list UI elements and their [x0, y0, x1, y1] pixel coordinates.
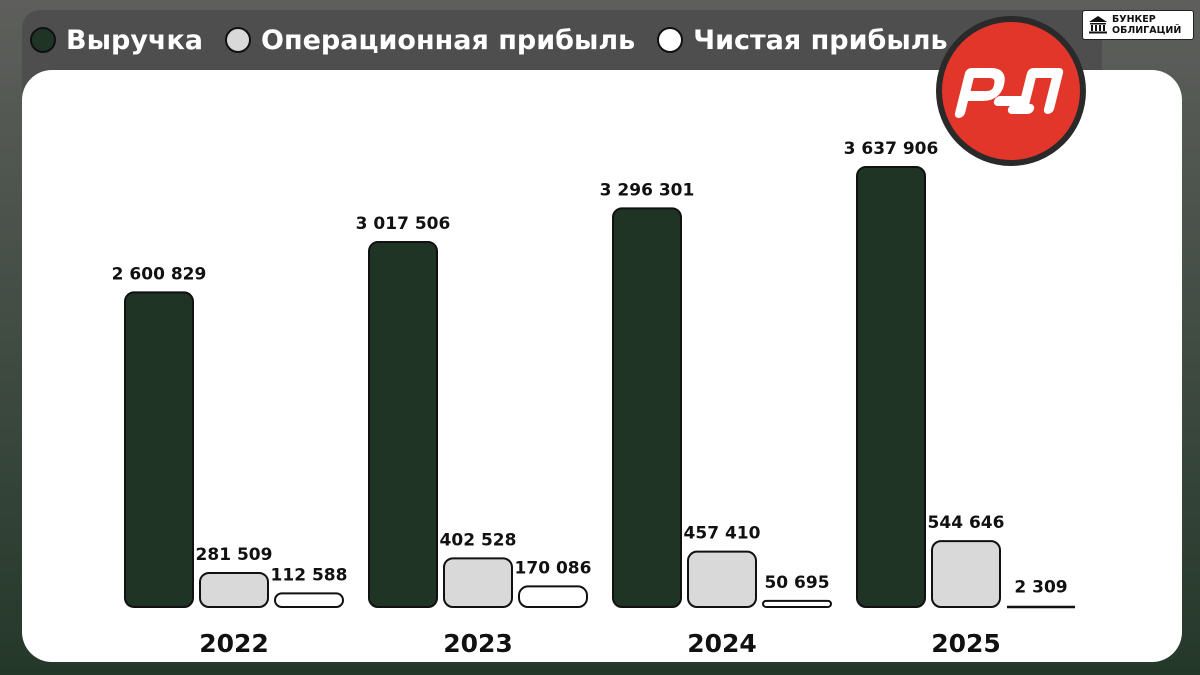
x-tick-label-2022: 2022 [199, 629, 269, 658]
brand-line-2: ОБЛИГАЦИЙ [1112, 25, 1182, 36]
data-label-revenue-2023: 3 017 506 [356, 214, 451, 234]
legend-label-net: Чистая прибыль [693, 24, 948, 56]
data-label-revenue-2022: 2 600 829 [112, 264, 207, 284]
data-label-operating-2024: 457 410 [684, 524, 761, 544]
brand-badge: БУНКЕР ОБЛИГАЦИЙ [1082, 10, 1194, 40]
data-label-operating-2025: 544 646 [928, 513, 1005, 533]
data-label-operating-2022: 281 509 [196, 545, 273, 565]
chart-panel: 2 600 829 281 509 112 588 2022 3 017 506 402 … [22, 70, 1182, 662]
legend: Выручка Операционная прибыль Чистая приб… [30, 18, 970, 62]
bar-net-2024 [762, 599, 832, 609]
bar-operating-2024 [687, 550, 757, 608]
brand-line-1: БУНКЕР [1112, 14, 1156, 25]
legend-item-net: Чистая прибыль [657, 24, 948, 56]
bank-building-icon [1089, 16, 1107, 34]
x-tick-label-2024: 2024 [687, 629, 757, 658]
bar-revenue-2025 [856, 166, 926, 608]
data-label-net-2025: 2 309 [1014, 578, 1067, 598]
rzd-logo-icon [954, 68, 1064, 118]
data-label-revenue-2024: 3 296 301 [600, 180, 695, 200]
x-tick-label-2025: 2025 [931, 629, 1001, 658]
data-label-operating-2023: 402 528 [440, 530, 517, 550]
bar-revenue-2023 [368, 241, 438, 609]
data-label-net-2024: 50 695 [764, 573, 829, 593]
bar-operating-2022 [199, 571, 269, 608]
brand-text: БУНКЕР ОБЛИГАЦИЙ [1112, 14, 1181, 36]
data-label-revenue-2025: 3 637 906 [844, 139, 939, 159]
legend-label-operating: Операционная прибыль [261, 24, 636, 56]
rzd-logo [936, 16, 1086, 166]
data-label-net-2022: 112 588 [271, 565, 348, 585]
bar-revenue-2022 [124, 291, 194, 609]
bar-operating-2025 [931, 540, 1001, 608]
data-label-net-2023: 170 086 [515, 558, 592, 578]
legend-item-operating: Операционная прибыль [225, 25, 635, 56]
legend-dot-revenue [30, 27, 56, 53]
legend-label-revenue: Выручка [66, 24, 204, 56]
legend-dot-net [657, 27, 684, 53]
bar-revenue-2024 [612, 207, 682, 608]
x-tick-label-2023: 2023 [443, 629, 513, 658]
bar-operating-2023 [443, 557, 513, 608]
bar-net-2023 [518, 585, 588, 609]
legend-dot-operating [225, 27, 252, 53]
bar-net-2022 [274, 592, 344, 609]
legend-item-revenue: Выручка [30, 25, 203, 56]
